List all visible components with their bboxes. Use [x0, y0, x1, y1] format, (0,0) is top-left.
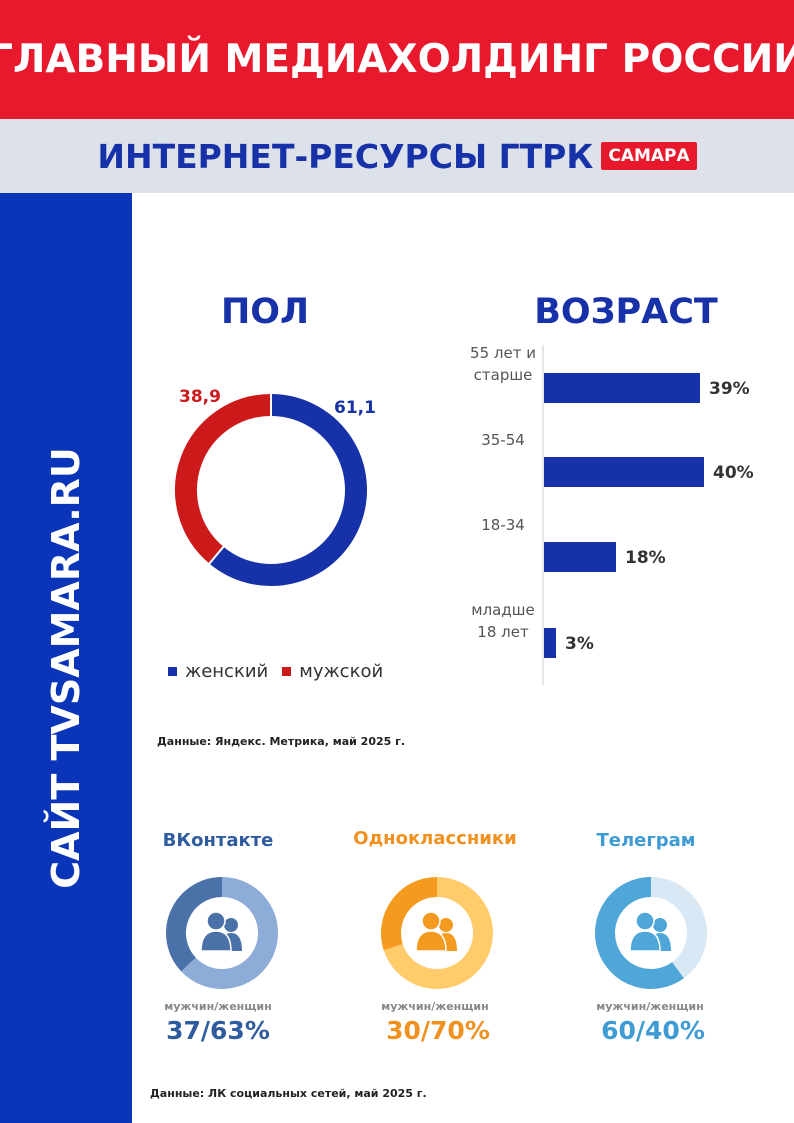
age-bar-chart: 39% 55 лет и старше 40% 35-54 18% 18-34 3% младш… — [470, 344, 754, 685]
vk-sub: мужчин/женщин — [164, 1000, 272, 1013]
ok-slice-women — [383, 877, 493, 989]
age-category-label: 35-54 — [481, 431, 525, 449]
tg-slice-men — [595, 877, 684, 989]
legend-label-female: женский — [185, 661, 269, 682]
legend-item-male: мужской — [282, 661, 383, 682]
age-title: ВОЗРАСТ — [534, 292, 718, 332]
side-bar: САЙТ TVSAMARA.RU — [0, 193, 132, 1123]
tg-slice-women — [650, 877, 707, 979]
sub-banner: ИНТЕРНЕТ-РЕСУРСЫ ГТРК САМАРА — [0, 119, 794, 193]
gender-slice-female — [209, 394, 367, 586]
tg-title: Телеграм — [596, 830, 696, 851]
age-value-label: 40% — [713, 463, 754, 483]
main-title: ГЛАВНЫЙ МЕДИАХОЛДИНГ РОССИИ — [0, 37, 794, 82]
gender-slice-male — [175, 394, 272, 564]
age-category-label: 18 лет — [477, 623, 529, 641]
tg-sub: мужчин/женщин — [596, 1000, 704, 1013]
age-category-label: 18-34 — [481, 516, 525, 534]
people-icon — [415, 911, 457, 952]
vk-slice-men — [166, 877, 223, 972]
city-badge: САМАРА — [601, 142, 697, 170]
age-value-label: 39% — [709, 379, 750, 399]
social-donuts — [166, 877, 707, 989]
age-value-label: 18% — [625, 548, 666, 568]
people-icon — [629, 911, 671, 952]
tg-value: 60/40% — [601, 1016, 705, 1045]
age-bar — [544, 457, 704, 487]
source-metrika: Данные: Яндекс. Метрика, май 2025 г. — [157, 735, 406, 748]
ok-value: 30/70% — [386, 1016, 490, 1045]
vk-value: 37/63% — [166, 1016, 270, 1045]
gender-label-male: 38,9 — [179, 387, 221, 407]
gender-legend: женский мужской — [168, 661, 397, 682]
age-bar — [544, 542, 616, 572]
legend-marker-female — [168, 667, 177, 676]
ok-sub: мужчин/женщин — [381, 1000, 489, 1013]
ok-slice-men — [381, 877, 438, 951]
age-category-label: старше — [474, 366, 533, 384]
gender-separator — [207, 544, 226, 566]
side-title: САЙТ TVSAMARA.RU — [44, 447, 88, 889]
vk-slice-women — [181, 877, 278, 989]
age-category-label: 55 лет и — [470, 344, 536, 362]
people-icon — [200, 911, 242, 952]
age-bar — [544, 373, 700, 403]
gender-title: ПОЛ — [220, 292, 310, 332]
age-bar — [544, 628, 556, 658]
age-category-label: младше — [471, 601, 534, 619]
gender-donut-chart: 61,1 38,9 — [175, 387, 376, 586]
legend-item-female: женский — [168, 661, 268, 682]
gender-label-female: 61,1 — [334, 398, 376, 418]
subtitle: ИНТЕРНЕТ-РЕСУРСЫ ГТРК — [97, 136, 594, 176]
age-value-label: 3% — [565, 634, 594, 654]
ok-title: Одноклассники — [353, 828, 517, 849]
legend-label-male: мужской — [299, 661, 384, 682]
vk-title: ВКонтакте — [162, 830, 274, 851]
top-banner: ГЛАВНЫЙ МЕДИАХОЛДИНГ РОССИИ — [0, 0, 794, 119]
source-social: Данные: ЛК социальных сетей, май 2025 г. — [150, 1087, 427, 1100]
legend-marker-male — [282, 667, 292, 676]
